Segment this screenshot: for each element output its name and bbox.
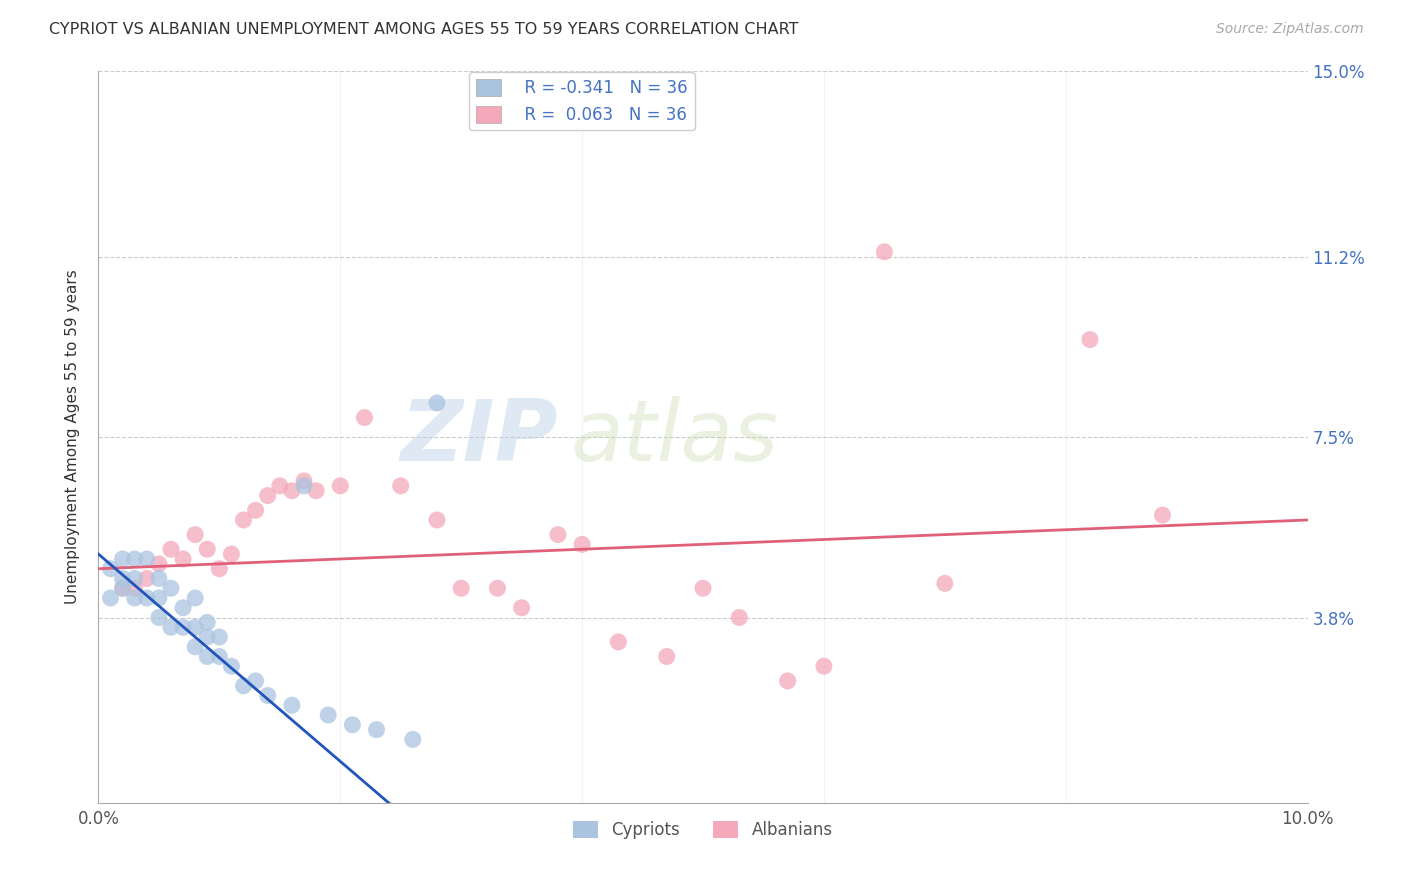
Point bbox=[172, 620, 194, 634]
Text: CYPRIOT VS ALBANIAN UNEMPLOYMENT AMONG AGES 55 TO 59 YEARS CORRELATION CHART: CYPRIOT VS ALBANIAN UNEMPLOYMENT AMONG A… bbox=[49, 22, 799, 37]
Point bbox=[124, 572, 146, 586]
Point bbox=[124, 581, 146, 595]
Point bbox=[184, 620, 207, 634]
Point bbox=[510, 600, 533, 615]
Point bbox=[100, 591, 122, 605]
Point bbox=[184, 591, 207, 605]
Point bbox=[232, 679, 254, 693]
Point bbox=[269, 479, 291, 493]
Point bbox=[426, 513, 449, 527]
Point bbox=[776, 673, 799, 688]
Point bbox=[124, 591, 146, 605]
Y-axis label: Unemployment Among Ages 55 to 59 years: Unemployment Among Ages 55 to 59 years bbox=[65, 269, 80, 605]
Point bbox=[184, 640, 207, 654]
Point bbox=[292, 479, 315, 493]
Point bbox=[256, 689, 278, 703]
Point bbox=[426, 396, 449, 410]
Point bbox=[1078, 333, 1101, 347]
Point bbox=[728, 610, 751, 624]
Point bbox=[135, 572, 157, 586]
Point bbox=[873, 244, 896, 259]
Point bbox=[195, 649, 218, 664]
Point bbox=[195, 542, 218, 557]
Point bbox=[111, 572, 134, 586]
Point bbox=[655, 649, 678, 664]
Point bbox=[160, 620, 183, 634]
Point bbox=[450, 581, 472, 595]
Point bbox=[195, 615, 218, 630]
Point bbox=[292, 474, 315, 488]
Point bbox=[148, 557, 170, 571]
Point bbox=[221, 659, 243, 673]
Point bbox=[305, 483, 328, 498]
Point bbox=[245, 503, 267, 517]
Point bbox=[329, 479, 352, 493]
Point bbox=[148, 610, 170, 624]
Point bbox=[607, 635, 630, 649]
Point bbox=[353, 410, 375, 425]
Point bbox=[111, 581, 134, 595]
Point bbox=[571, 537, 593, 551]
Point bbox=[160, 542, 183, 557]
Text: atlas: atlas bbox=[569, 395, 778, 479]
Point bbox=[281, 698, 304, 713]
Point bbox=[934, 576, 956, 591]
Point bbox=[100, 562, 122, 576]
Text: ZIP: ZIP bbox=[401, 395, 558, 479]
Point bbox=[124, 552, 146, 566]
Point bbox=[195, 630, 218, 644]
Point bbox=[160, 581, 183, 595]
Point bbox=[547, 527, 569, 541]
Point bbox=[111, 552, 134, 566]
Point bbox=[256, 489, 278, 503]
Point bbox=[389, 479, 412, 493]
Legend: Cypriots, Albanians: Cypriots, Albanians bbox=[567, 814, 839, 846]
Point bbox=[486, 581, 509, 595]
Point bbox=[813, 659, 835, 673]
Point bbox=[208, 562, 231, 576]
Point bbox=[1152, 508, 1174, 522]
Text: Source: ZipAtlas.com: Source: ZipAtlas.com bbox=[1216, 22, 1364, 37]
Point bbox=[245, 673, 267, 688]
Point bbox=[232, 513, 254, 527]
Point bbox=[221, 547, 243, 561]
Point bbox=[342, 718, 364, 732]
Point bbox=[692, 581, 714, 595]
Point bbox=[208, 649, 231, 664]
Point bbox=[135, 591, 157, 605]
Point bbox=[148, 572, 170, 586]
Point bbox=[111, 581, 134, 595]
Point bbox=[402, 732, 425, 747]
Point bbox=[135, 552, 157, 566]
Point bbox=[316, 708, 339, 723]
Point bbox=[366, 723, 388, 737]
Point bbox=[172, 552, 194, 566]
Point bbox=[184, 527, 207, 541]
Point bbox=[208, 630, 231, 644]
Point bbox=[281, 483, 304, 498]
Point bbox=[148, 591, 170, 605]
Point bbox=[172, 600, 194, 615]
